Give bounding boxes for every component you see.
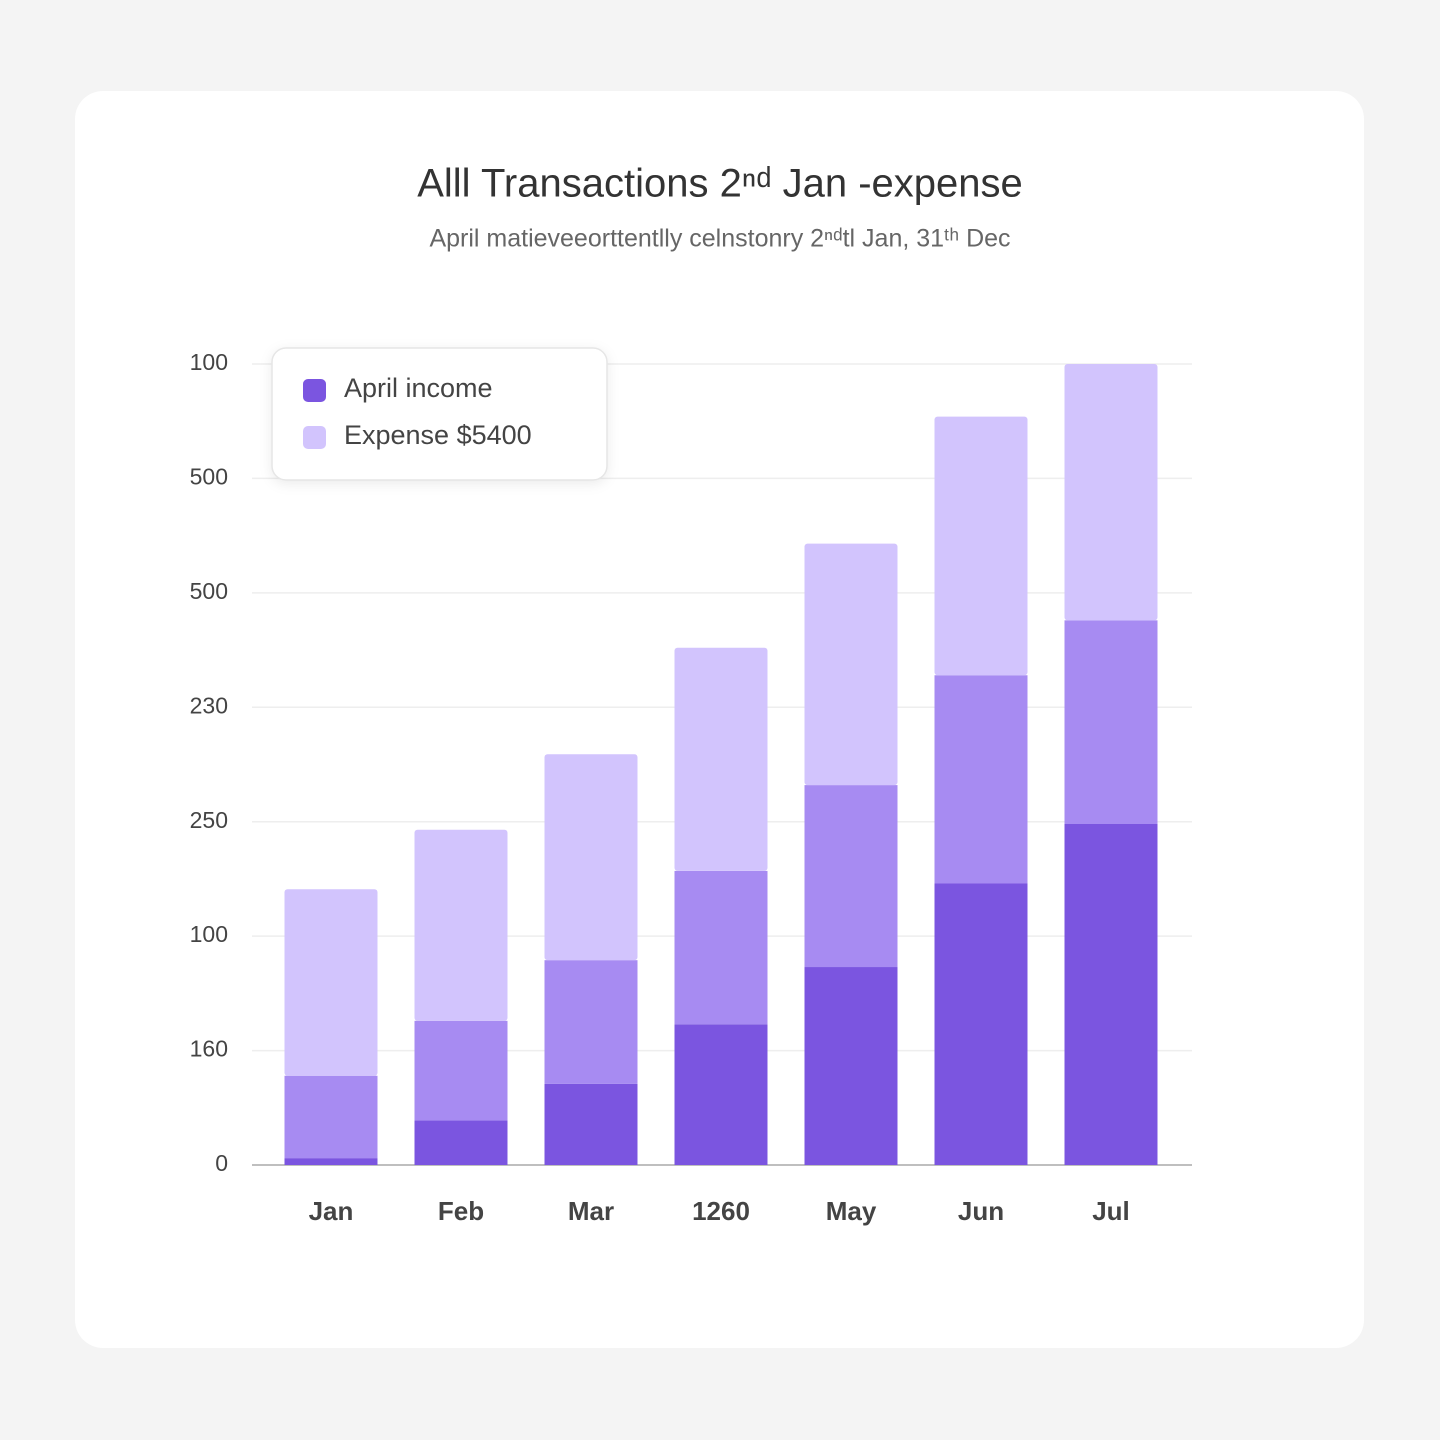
bar-segment [934, 416, 1028, 676]
bar-segment [414, 1020, 508, 1121]
x-tick-label: Feb [438, 1196, 484, 1226]
bar-segment [1064, 620, 1158, 825]
bar-segment [544, 960, 638, 1084]
y-tick-label: 250 [190, 807, 228, 833]
legend-label: Expense $5400 [344, 420, 532, 450]
legend [271, 347, 608, 481]
bar-segment [804, 785, 898, 968]
y-tick-label: 0 [215, 1150, 228, 1176]
bar-segment [674, 647, 768, 871]
x-tick-label: Jun [958, 1196, 1004, 1226]
chart-subtitle: April matieveeorttentlly celnstonry 2ⁿᵈt… [429, 225, 1010, 253]
bar-segment [544, 754, 638, 961]
bar-segment [284, 1158, 378, 1165]
y-tick-label: 160 [190, 1036, 228, 1062]
y-tick-label: 100 [190, 921, 228, 947]
x-tick-label: Jan [309, 1196, 354, 1226]
y-tick-label: 230 [190, 692, 228, 718]
bar-segment [934, 675, 1028, 884]
legend-label: April income [344, 373, 493, 403]
x-tick-label: 1260 [692, 1196, 750, 1226]
bar-segment [804, 967, 898, 1165]
bar-segment [284, 1075, 378, 1159]
bar-segment [674, 870, 768, 1025]
chart-title: Alll Transactions 2ⁿᵈ Jan -expense [417, 162, 1023, 206]
bar-segment [1064, 824, 1158, 1165]
legend-swatch [303, 426, 326, 449]
y-tick-label: 100 [190, 349, 228, 375]
x-tick-label: Jul [1092, 1196, 1130, 1226]
y-tick-label: 500 [190, 464, 228, 490]
bar-segment [674, 1024, 768, 1165]
bar-segment [414, 829, 508, 1021]
x-tick-label: Mar [568, 1196, 614, 1226]
bar-segment [414, 1120, 508, 1165]
y-tick-label: 500 [190, 578, 228, 604]
legend-swatch [303, 379, 326, 402]
bar-segment [284, 889, 378, 1076]
bar-segment [1064, 364, 1158, 621]
x-tick-label: May [826, 1196, 877, 1226]
bar-segment [934, 883, 1028, 1165]
bar-segment [804, 543, 898, 786]
bar-segment [544, 1083, 638, 1165]
